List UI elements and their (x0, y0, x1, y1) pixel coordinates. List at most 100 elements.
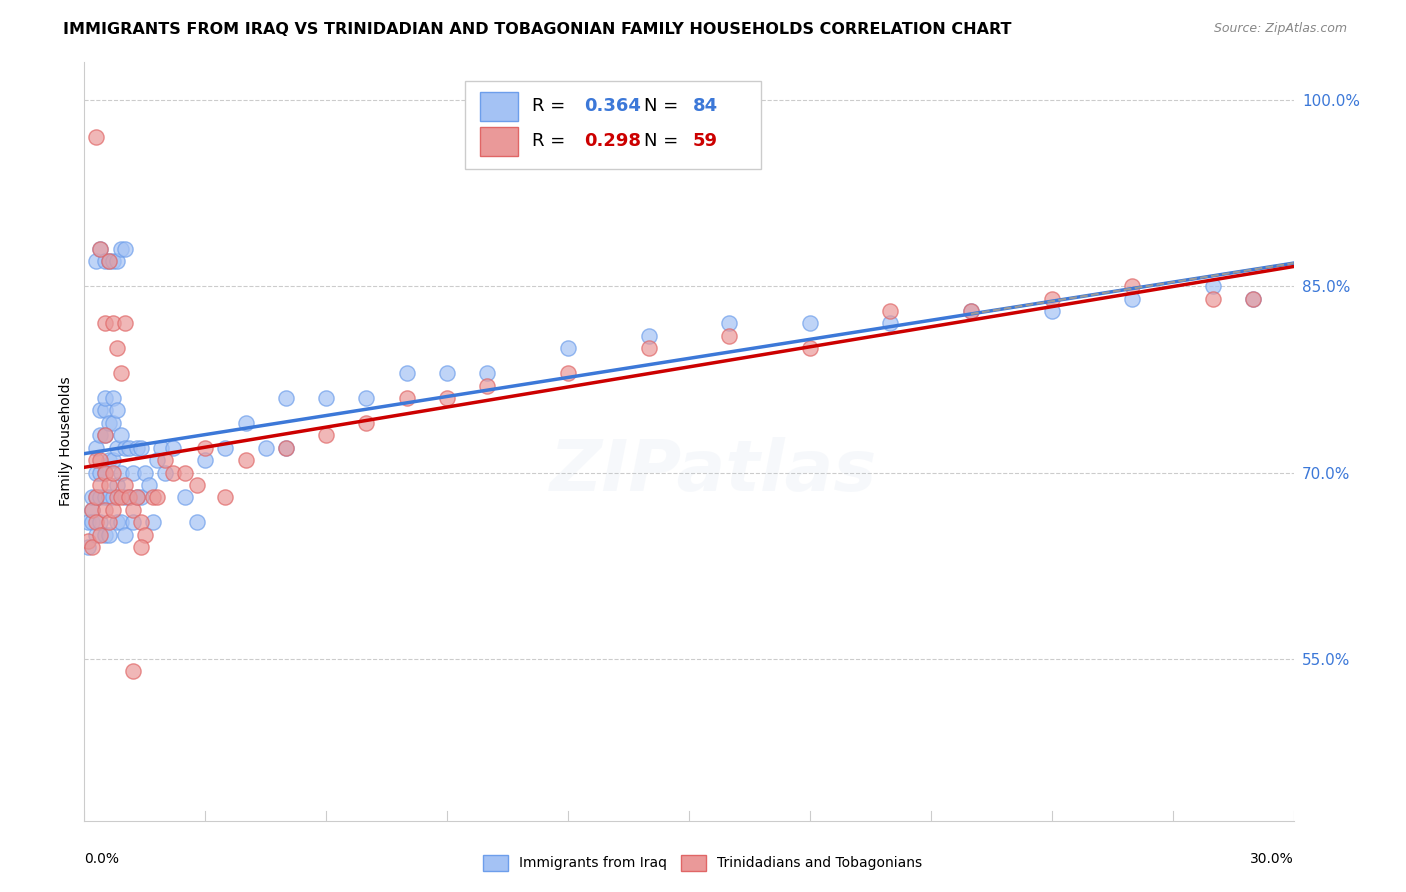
Point (105, 403, 128, 417)
Point (162, 466, 184, 480)
Point (557, 341, 579, 355)
Point (105, 478, 128, 492)
Point (879, 317, 901, 331)
Point (149, 441, 172, 455)
Point (89, 491, 111, 505)
Point (86, 528, 108, 542)
Text: 0.364: 0.364 (583, 97, 641, 115)
Point (93, 528, 115, 542)
Bar (479, 127, 519, 156)
Point (89, 242, 111, 256)
Point (82, 503, 104, 517)
Point (101, 453, 124, 467)
Point (93, 317, 115, 331)
Point (235, 453, 257, 467)
Point (153, 453, 176, 467)
Point (557, 366, 579, 380)
Point (1202, 292, 1225, 306)
Point (77, 516, 100, 530)
Point (129, 516, 152, 530)
Point (101, 466, 124, 480)
Point (121, 466, 143, 480)
Point (477, 378, 499, 392)
Text: 30.0%: 30.0% (1250, 852, 1294, 866)
Point (97, 516, 120, 530)
Point (97, 453, 120, 467)
Text: 0.0%: 0.0% (84, 852, 120, 866)
Point (114, 478, 136, 492)
Point (637, 341, 659, 355)
Text: 0.298: 0.298 (583, 132, 641, 150)
Point (86, 516, 108, 530)
Point (97, 416, 120, 430)
Point (274, 391, 297, 405)
Point (960, 304, 983, 318)
Point (93, 491, 115, 505)
Point (395, 366, 418, 380)
Point (118, 441, 141, 455)
Point (105, 516, 128, 530)
Point (86, 254, 108, 268)
Point (86, 466, 108, 480)
Point (97, 254, 120, 268)
Point (477, 366, 499, 380)
Point (101, 317, 124, 331)
Point (101, 391, 124, 405)
Point (110, 516, 132, 530)
Point (125, 491, 148, 505)
Point (118, 491, 141, 505)
Point (101, 491, 124, 505)
Point (114, 441, 136, 455)
Point (114, 491, 136, 505)
Point (86, 453, 108, 467)
Point (1040, 292, 1063, 306)
Point (77, 540, 100, 554)
Point (93, 391, 115, 405)
Point (274, 441, 297, 455)
Point (186, 516, 208, 530)
Point (718, 317, 741, 331)
Point (93, 403, 115, 417)
Text: R =: R = (531, 97, 571, 115)
Point (1121, 279, 1143, 293)
Point (1121, 292, 1143, 306)
Point (1040, 304, 1063, 318)
Text: N =: N = (644, 132, 685, 150)
Point (436, 391, 458, 405)
Point (194, 441, 217, 455)
Point (89, 242, 111, 256)
Point (960, 304, 983, 318)
Point (86, 130, 108, 145)
Point (93, 428, 115, 442)
Point (97, 528, 120, 542)
Point (637, 329, 659, 343)
Point (395, 391, 418, 405)
Point (129, 540, 152, 554)
Point (101, 254, 124, 268)
Point (82, 491, 104, 505)
Point (274, 441, 297, 455)
Point (254, 441, 277, 455)
Point (129, 491, 152, 505)
Point (101, 416, 124, 430)
Point (77, 533, 100, 548)
Point (1241, 292, 1264, 306)
Point (315, 391, 337, 405)
Point (82, 503, 104, 517)
Point (356, 416, 378, 430)
Point (89, 516, 111, 530)
Point (114, 317, 136, 331)
Point (1202, 279, 1225, 293)
Legend: Immigrants from Iraq, Trinidadians and Tobagonians: Immigrants from Iraq, Trinidadians and T… (478, 849, 928, 876)
Point (101, 503, 124, 517)
Point (110, 242, 132, 256)
Point (86, 491, 108, 505)
Point (799, 317, 821, 331)
Text: R =: R = (531, 132, 571, 150)
Point (97, 478, 120, 492)
Point (105, 254, 128, 268)
Text: 59: 59 (693, 132, 717, 150)
Text: 84: 84 (693, 97, 717, 115)
Point (194, 453, 217, 467)
Point (89, 403, 111, 417)
